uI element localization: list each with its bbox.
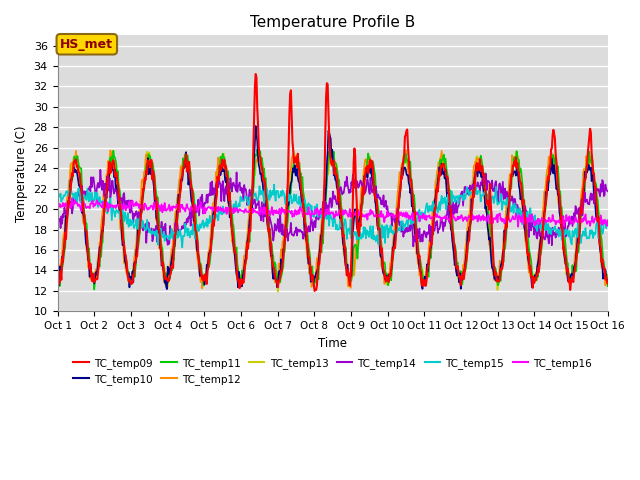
TC_temp13 [401,156,409,162]
TC_temp12 [604,280,612,286]
TC_temp11 [206,260,214,266]
TC_temp14 [121,201,129,207]
TC_temp10 [120,245,128,251]
TC_temp11 [253,146,261,152]
TC_temp13 [54,276,61,282]
TC_temp11 [417,261,425,267]
TC_temp16 [515,224,522,230]
TC_temp12 [402,147,410,153]
TC_temp15 [261,180,269,186]
TC_temp15 [63,189,71,195]
TC_temp12 [54,276,61,281]
TC_temp16 [63,204,71,210]
TC_temp16 [121,202,129,207]
TC_temp12 [63,192,71,198]
TC_temp15 [179,244,186,250]
TC_temp14 [410,243,417,249]
TC_temp09 [205,257,213,263]
TC_temp11 [54,270,61,276]
TC_temp09 [120,242,128,248]
TC_temp16 [604,217,612,223]
TC_temp09 [401,134,409,140]
TC_temp10 [63,212,71,217]
TC_temp15 [417,211,425,217]
TC_temp13 [274,289,282,295]
TC_temp13 [604,279,612,285]
TC_temp11 [63,209,71,215]
Line: TC_temp10: TC_temp10 [58,126,608,289]
Line: TC_temp16: TC_temp16 [58,198,608,227]
TC_temp16 [400,213,408,218]
TC_temp10 [54,279,61,285]
TC_temp14 [417,238,425,244]
Y-axis label: Temperature (C): Temperature (C) [15,125,28,222]
Line: TC_temp15: TC_temp15 [58,183,608,247]
Title: Temperature Profile B: Temperature Profile B [250,15,415,30]
TC_temp14 [54,211,61,216]
TC_temp09 [63,214,71,219]
TC_temp13 [121,254,129,260]
TC_temp16 [417,214,424,220]
TC_temp10 [604,277,612,283]
Line: TC_temp12: TC_temp12 [58,150,608,288]
TC_temp09 [604,281,612,287]
TC_temp09 [417,272,425,278]
Line: TC_temp14: TC_temp14 [58,170,608,246]
TC_temp12 [120,260,128,266]
TC_temp11 [90,287,98,292]
TC_temp10 [417,269,425,275]
TC_temp10 [163,286,171,292]
Line: TC_temp13: TC_temp13 [58,151,608,292]
TC_temp11 [121,253,129,259]
TC_temp09 [311,288,319,294]
TC_temp14 [177,227,184,233]
TC_temp11 [401,160,409,166]
TC_temp09 [252,71,260,77]
TC_temp13 [417,268,425,274]
TC_temp10 [401,165,409,170]
TC_temp16 [177,202,184,207]
TC_temp13 [206,246,214,252]
Line: TC_temp11: TC_temp11 [58,149,608,289]
TC_temp12 [176,174,184,180]
Text: HS_met: HS_met [60,38,113,51]
TC_temp12 [417,279,425,285]
TC_temp13 [109,148,116,154]
TC_temp16 [206,204,214,210]
TC_temp14 [97,167,104,173]
TC_temp16 [68,195,76,201]
TC_temp11 [604,283,612,289]
TC_temp09 [54,273,61,279]
TC_temp13 [177,172,184,178]
TC_temp14 [400,227,408,232]
TC_temp13 [63,202,71,208]
TC_temp14 [604,188,612,194]
TC_temp15 [176,227,184,232]
TC_temp12 [206,242,214,248]
X-axis label: Time: Time [318,336,347,349]
TC_temp10 [177,177,184,183]
TC_temp10 [206,250,214,255]
TC_temp15 [120,218,128,224]
TC_temp14 [63,204,71,209]
TC_temp11 [177,184,184,190]
TC_temp12 [198,286,206,291]
TC_temp12 [400,156,408,162]
TC_temp14 [206,192,214,198]
TC_temp15 [54,193,61,199]
Line: TC_temp09: TC_temp09 [58,74,608,291]
Legend: TC_temp09, TC_temp10, TC_temp11, TC_temp12, TC_temp13, TC_temp14, TC_temp15, TC_: TC_temp09, TC_temp10, TC_temp11, TC_temp… [69,354,596,389]
TC_temp09 [176,191,184,196]
TC_temp15 [206,213,214,219]
TC_temp16 [54,201,61,206]
TC_temp15 [604,218,612,224]
TC_temp15 [401,224,409,229]
TC_temp10 [252,123,260,129]
